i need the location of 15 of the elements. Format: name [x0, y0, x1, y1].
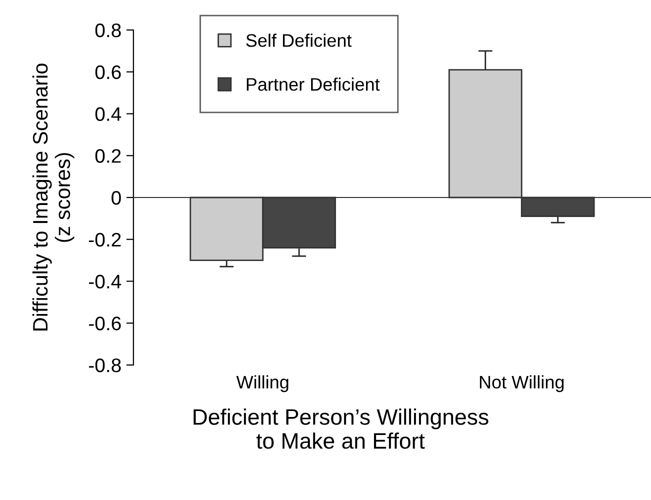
x-axis-title: Deficient Person’s Willingness to Make an Effort — [194, 408, 488, 449]
legend-label: Partner Deficient — [246, 78, 380, 91]
y-tick-label: 0.6 — [95, 65, 121, 80]
legend-label: Self Deficient — [246, 34, 352, 47]
y-tick-label: -0.8 — [89, 358, 121, 372]
y-tick-label: -0.2 — [89, 232, 121, 247]
y-tick-label: 0.8 — [95, 23, 121, 38]
x-tick-label: Willing — [236, 375, 288, 392]
y-tick-label: 0 — [112, 190, 121, 205]
y-tick-label: 0.4 — [95, 107, 122, 121]
y-axis-title: Difficulty to Imagine Scenario (z scores) — [32, 64, 74, 330]
y-tick-label: -0.4 — [89, 274, 122, 288]
y-tick-label: 0.2 — [95, 149, 121, 163]
y-tick-label: -0.6 — [89, 316, 121, 330]
x-tick-label: Not Willing — [480, 375, 564, 392]
